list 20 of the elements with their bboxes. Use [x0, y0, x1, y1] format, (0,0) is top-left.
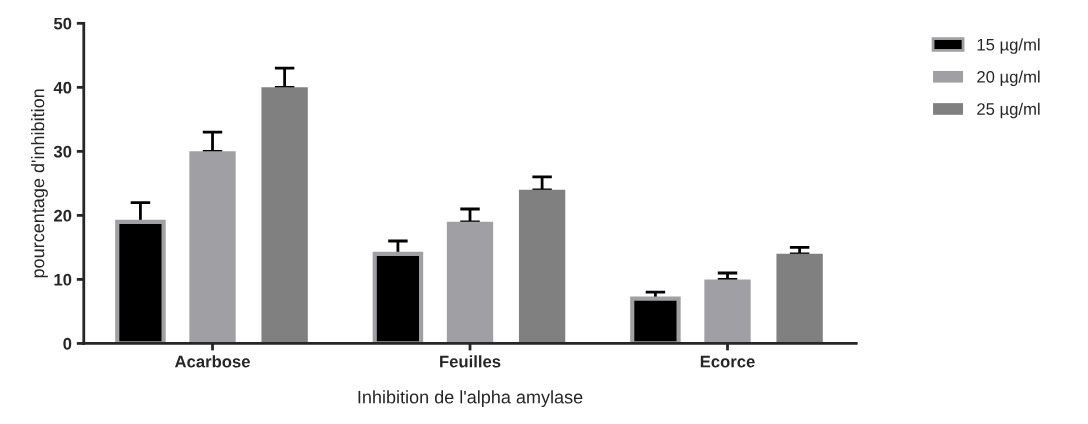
x-tick-label: Acarbose [174, 355, 250, 368]
bar [704, 279, 751, 344]
x-tick-label: Feuilles [440, 355, 501, 368]
x-tick-label: Ecorce [700, 355, 755, 368]
bar [446, 221, 494, 344]
legend-label: 15 µg/ml [977, 38, 1040, 54]
bar [518, 189, 566, 344]
legend-label: 25 µg/ml [977, 102, 1040, 119]
y-tick-label: 10 [54, 273, 72, 286]
legend-label: 20 µg/ml [977, 70, 1040, 87]
y-tick-label: 30 [53, 145, 72, 158]
bar [776, 253, 823, 344]
y-tick-label: 20 [54, 209, 72, 222]
y-axis-title: pourcentage d'inhibition [31, 89, 48, 278]
y-tick-label: 40 [53, 81, 72, 94]
x-axis-title: Inhibition de l'alpha amylase [358, 390, 583, 408]
y-tick-label: 50 [53, 17, 72, 30]
bar [261, 87, 308, 344]
y-tick-label: 0 [63, 337, 72, 350]
bar [189, 151, 236, 344]
